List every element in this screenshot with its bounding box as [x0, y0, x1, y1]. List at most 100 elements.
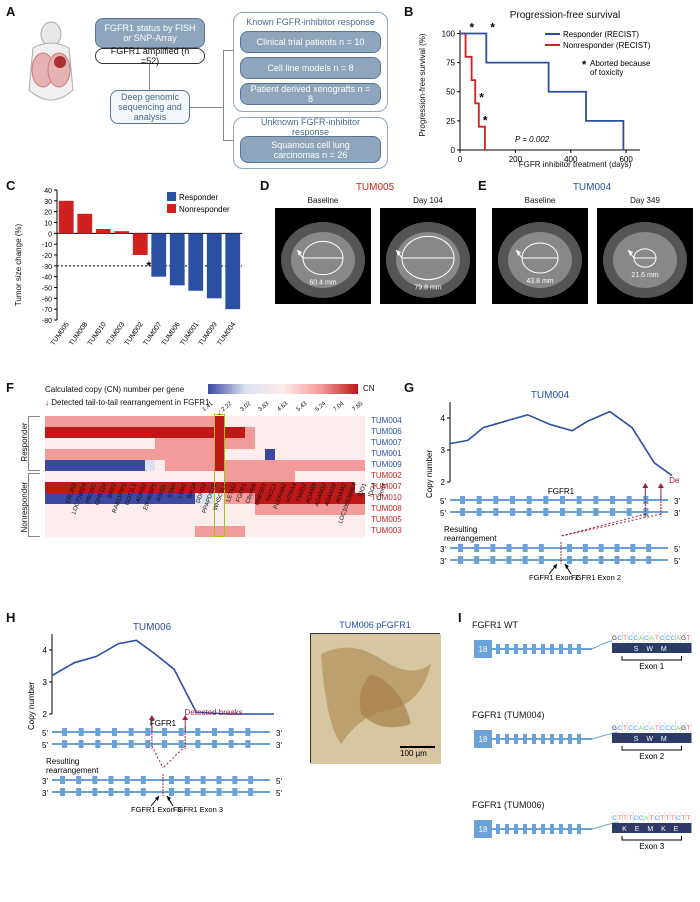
- svg-text:G: G: [612, 726, 617, 732]
- flow-amplified-text: FGFR1 amplified (n =52): [102, 46, 198, 66]
- svg-text:21.6 mm: 21.6 mm: [631, 272, 658, 279]
- svg-text:C: C: [644, 636, 649, 642]
- panel-label-F: F: [6, 380, 14, 395]
- svg-text:C: C: [628, 636, 633, 642]
- svg-text:FGFR1 Exon 2: FGFR1 Exon 2: [571, 573, 621, 582]
- svg-text:C: C: [676, 816, 681, 822]
- svg-text:-80: -80: [42, 318, 52, 325]
- svg-text:A: A: [650, 636, 654, 642]
- svg-text:T: T: [623, 726, 627, 732]
- svg-text:5': 5': [276, 789, 282, 798]
- cn-title: Calculated copy (CN) number per gene: [45, 385, 184, 394]
- ct-label: Day 104: [380, 196, 476, 205]
- svg-text:T: T: [687, 636, 691, 642]
- ct-id: TUM005: [315, 182, 435, 193]
- hm-nonresp-label: Nonresponder: [20, 474, 29, 540]
- svg-text:25: 25: [446, 117, 455, 126]
- svg-text:-50: -50: [42, 286, 52, 293]
- svg-text:TUM004: TUM004: [216, 321, 237, 347]
- svg-text:C: C: [618, 636, 623, 642]
- svg-text:S W M: S W M: [634, 736, 670, 743]
- svg-text:75: 75: [446, 59, 455, 68]
- svg-text:*: *: [470, 20, 475, 34]
- svg-text:K E M K E: K E M K E: [622, 826, 681, 833]
- svg-text:A: A: [676, 636, 680, 642]
- svg-text:A: A: [639, 636, 643, 642]
- svg-text:FGFR1 Exon 3: FGFR1 Exon 3: [173, 805, 223, 814]
- anatomy-placeholder: [15, 20, 87, 120]
- flow-status: FGFR1 status by FISH or SNP-Array: [95, 18, 205, 48]
- panel-label-A: A: [6, 4, 15, 19]
- hm-resp-label: Responder: [20, 414, 29, 470]
- svg-text:C: C: [660, 636, 665, 642]
- svg-text:-70: -70: [42, 307, 52, 314]
- panel-label-D: D: [260, 178, 269, 193]
- svg-text:*: *: [479, 90, 484, 104]
- known-3: Patient derived xenografts n = 8: [240, 83, 381, 105]
- hist-title: TUM006 pFGFR1: [310, 620, 440, 630]
- cn-scale: [208, 384, 358, 394]
- panel-h: TUM006234Copy numberDetected breaks5'3'5…: [22, 620, 292, 820]
- svg-text:-40: -40: [42, 275, 52, 282]
- svg-text:T: T: [623, 816, 627, 822]
- svg-text:C: C: [671, 726, 676, 732]
- svg-text:T: T: [682, 816, 686, 822]
- svg-text:18: 18: [479, 825, 488, 834]
- svg-text:T: T: [687, 726, 691, 732]
- svg-text:3': 3': [42, 777, 48, 786]
- svg-text:3': 3': [674, 497, 680, 506]
- cn-arrow-note: ↓ Detected tail-to-tail rearrangement in…: [45, 398, 210, 407]
- unknown-hdr: Unknown FGFR-inhibitor response: [238, 120, 383, 134]
- svg-text:of toxicity: of toxicity: [590, 68, 623, 77]
- svg-text:3: 3: [441, 446, 446, 455]
- svg-text:3': 3': [440, 557, 446, 566]
- ct-image: 79.8 mm: [380, 208, 476, 304]
- pfs-ylab: Progression-free survival (%): [418, 20, 427, 150]
- known-2: Cell line models n = 8: [240, 57, 381, 79]
- flow-deep: Deep genomic sequencing and analysis: [110, 90, 190, 124]
- svg-text:5': 5': [276, 777, 282, 786]
- svg-text:3': 3': [674, 509, 680, 518]
- ct-id: TUM004: [532, 182, 652, 193]
- svg-text:TUM004: TUM004: [531, 390, 570, 401]
- svg-text:10: 10: [44, 221, 52, 228]
- svg-text:*: *: [582, 59, 587, 71]
- svg-text:FGFR1: FGFR1: [548, 487, 575, 496]
- svg-text:Copy number: Copy number: [425, 450, 434, 498]
- svg-text:C: C: [634, 816, 639, 822]
- ct-image: 60.4 mm: [275, 208, 371, 304]
- svg-text:2: 2: [441, 478, 446, 487]
- svg-text:C: C: [639, 816, 644, 822]
- svg-text:Aborted because: Aborted because: [590, 59, 651, 68]
- svg-text:Resulting: Resulting: [444, 525, 477, 534]
- panel-label-E: E: [478, 178, 487, 193]
- connector: [149, 64, 150, 90]
- svg-text:T: T: [618, 816, 622, 822]
- svg-text:79.8 mm: 79.8 mm: [414, 285, 441, 292]
- svg-text:C: C: [665, 636, 670, 642]
- svg-text:5': 5': [440, 509, 446, 518]
- svg-text:18: 18: [479, 645, 488, 654]
- svg-text:T: T: [671, 816, 675, 822]
- svg-text:C: C: [644, 726, 649, 732]
- flow-amplified: FGFR1 amplified (n =52): [95, 48, 205, 64]
- svg-text:3': 3': [440, 545, 446, 554]
- svg-text:C: C: [628, 726, 633, 732]
- panel-label-H: H: [6, 610, 15, 625]
- svg-text:5': 5': [674, 557, 680, 566]
- svg-text:Exon 1: Exon 1: [639, 662, 664, 671]
- cn-lab: CN: [363, 384, 375, 393]
- scalebar-text: 100 µm: [400, 749, 427, 758]
- svg-text:5': 5': [42, 729, 48, 738]
- svg-text:S W M: S W M: [634, 646, 670, 653]
- svg-text:A: A: [676, 726, 680, 732]
- known-hdr: Known FGFR-inhibitor response: [238, 15, 383, 29]
- svg-text:Responder (RECIST): Responder (RECIST): [563, 30, 639, 39]
- panel-label-B: B: [404, 4, 413, 19]
- panel-label-C: C: [6, 178, 15, 193]
- panel-label-I: I: [458, 610, 462, 625]
- svg-text:Copy number: Copy number: [27, 682, 36, 730]
- ct-image: 43.8 mm: [492, 208, 588, 304]
- svg-text:P = 0.002: P = 0.002: [515, 135, 550, 144]
- svg-text:T: T: [660, 816, 664, 822]
